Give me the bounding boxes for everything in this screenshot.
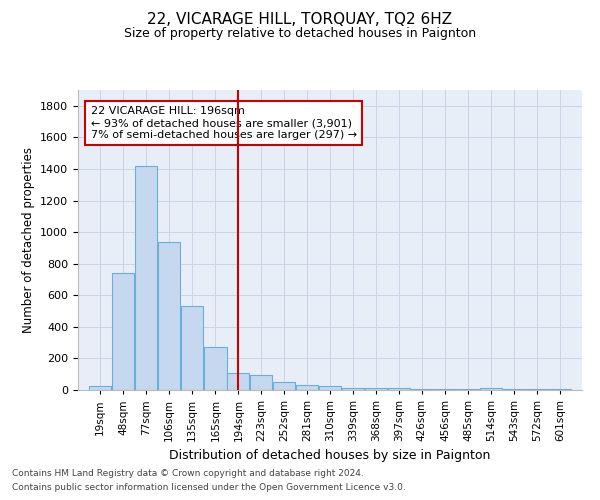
Bar bbox=[410, 389, 433, 390]
Text: 22 VICARAGE HILL: 196sqm
← 93% of detached houses are smaller (3,901)
7% of semi: 22 VICARAGE HILL: 196sqm ← 93% of detach… bbox=[91, 106, 357, 140]
Y-axis label: Number of detached properties: Number of detached properties bbox=[22, 147, 35, 333]
Bar bbox=[135, 166, 157, 390]
Bar bbox=[503, 389, 525, 390]
Bar bbox=[342, 388, 364, 390]
X-axis label: Distribution of detached houses by size in Paignton: Distribution of detached houses by size … bbox=[169, 450, 491, 462]
Bar bbox=[457, 389, 479, 390]
Bar bbox=[181, 306, 203, 390]
Bar bbox=[434, 389, 457, 390]
Bar bbox=[158, 242, 180, 390]
Bar bbox=[112, 273, 134, 390]
Bar bbox=[319, 386, 341, 390]
Bar bbox=[365, 388, 387, 390]
Bar bbox=[205, 348, 227, 390]
Bar bbox=[273, 382, 295, 390]
Bar bbox=[388, 388, 410, 390]
Text: Contains HM Land Registry data © Crown copyright and database right 2024.: Contains HM Land Registry data © Crown c… bbox=[12, 468, 364, 477]
Bar bbox=[526, 389, 548, 390]
Bar bbox=[549, 389, 571, 390]
Bar bbox=[227, 374, 250, 390]
Bar bbox=[250, 375, 272, 390]
Bar bbox=[480, 388, 502, 390]
Bar bbox=[89, 386, 111, 390]
Text: Contains public sector information licensed under the Open Government Licence v3: Contains public sector information licen… bbox=[12, 484, 406, 492]
Text: Size of property relative to detached houses in Paignton: Size of property relative to detached ho… bbox=[124, 28, 476, 40]
Bar bbox=[296, 386, 318, 390]
Text: 22, VICARAGE HILL, TORQUAY, TQ2 6HZ: 22, VICARAGE HILL, TORQUAY, TQ2 6HZ bbox=[148, 12, 452, 28]
